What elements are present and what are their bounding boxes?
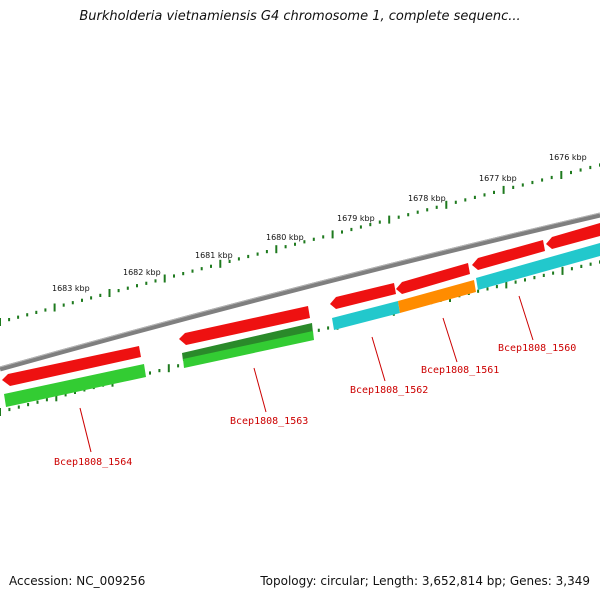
forward-strand-features xyxy=(2,223,600,386)
gene-label-1563[interactable]: Bcep1808_1563 xyxy=(230,416,308,427)
scale-label-1682: 1682 kbp xyxy=(123,268,161,277)
gene-label-1560[interactable]: Bcep1808_1560 xyxy=(498,343,576,354)
map-title: Burkholderia vietnamiensis G4 chromosome… xyxy=(79,9,521,24)
scale-label-1676: 1676 kbp xyxy=(549,153,587,162)
gene-label-1561[interactable]: Bcep1808_1561 xyxy=(421,365,499,376)
cds-forward-a[interactable] xyxy=(330,283,396,309)
cds-forward-b[interactable] xyxy=(396,263,470,294)
accession-text: Accession: NC_009256 xyxy=(9,574,146,588)
cds-forward-1563[interactable] xyxy=(179,306,310,345)
leader-line-1562 xyxy=(371,336,386,382)
chromosome-backbone-highlight xyxy=(0,212,600,368)
outer-scale-ticks xyxy=(0,163,600,326)
scale-label-1679: 1679 kbp xyxy=(337,214,375,223)
reverse-strand-features xyxy=(4,243,600,407)
leader-line-1563 xyxy=(253,367,267,413)
cds-forward-1564[interactable] xyxy=(2,346,141,386)
leader-line-1564 xyxy=(79,407,92,453)
feature-reverse-1564[interactable] xyxy=(4,364,146,407)
scale-label-1678: 1678 kbp xyxy=(408,194,446,203)
feature-reverse-1560[interactable] xyxy=(476,243,600,290)
scale-label-1681: 1681 kbp xyxy=(195,251,233,260)
gene-label-1564[interactable]: Bcep1808_1564 xyxy=(54,457,132,468)
leader-line-1561 xyxy=(442,317,458,363)
gene-label-1562[interactable]: Bcep1808_1562 xyxy=(350,385,428,396)
scale-label-1677: 1677 kbp xyxy=(479,174,517,183)
genome-summary-text: Topology: circular; Length: 3,652,814 bp… xyxy=(260,574,590,588)
chromosome-backbone xyxy=(0,212,600,372)
feature-reverse-1561[interactable] xyxy=(398,280,476,313)
scale-label-1683: 1683 kbp xyxy=(52,284,90,293)
cds-forward-d[interactable] xyxy=(546,223,600,249)
leader-line-1560 xyxy=(518,295,534,341)
feature-reverse-1563-upper[interactable] xyxy=(182,323,313,361)
feature-reverse-1562[interactable] xyxy=(332,301,400,330)
cds-forward-c[interactable] xyxy=(472,240,545,270)
label-leader-lines xyxy=(79,295,534,453)
scale-label-1680: 1680 kbp xyxy=(266,233,304,242)
feature-reverse-1563-lower[interactable] xyxy=(183,331,314,368)
